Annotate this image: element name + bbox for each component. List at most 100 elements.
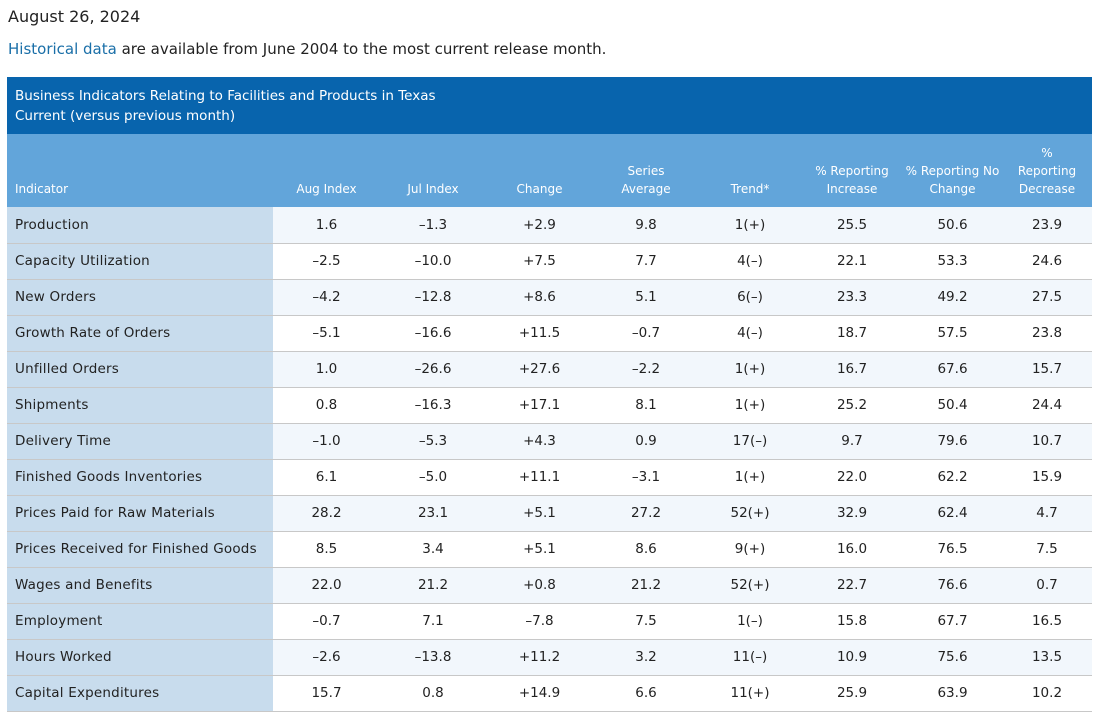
- cell-reporting-decrease: 7.5: [1002, 531, 1092, 568]
- cell-series-average: –3.1: [593, 459, 699, 496]
- cell-reporting-increase: 9.7: [801, 423, 903, 460]
- cell-series-average: 7.7: [593, 243, 699, 280]
- cell-change: +17.1: [486, 387, 593, 424]
- col-header-aug-index: Aug Index: [273, 134, 380, 207]
- col-header-change: Change: [486, 134, 593, 207]
- cell-reporting-increase: 32.9: [801, 495, 903, 532]
- cell-trend: 17(–): [699, 423, 801, 460]
- cell-reporting-decrease: 23.9: [1002, 207, 1092, 244]
- cell-trend: 1(+): [699, 459, 801, 496]
- cell-reporting-increase: 22.0: [801, 459, 903, 496]
- col-header-jul-index: Jul Index: [380, 134, 486, 207]
- table-row: Shipments 0.8 –16.3 +17.1 8.1 1(+) 25.2 50.4 24.…: [7, 387, 1092, 424]
- cell-indicator: Capital Expenditures: [7, 675, 273, 712]
- cell-reporting-decrease: 15.7: [1002, 351, 1092, 388]
- cell-reporting-increase: 25.2: [801, 387, 903, 424]
- table-title: Business Indicators Relating to Faciliti…: [15, 88, 436, 104]
- cell-aug-index: 6.1: [273, 459, 380, 496]
- cell-trend: 52(+): [699, 495, 801, 532]
- cell-reporting-no-change: 67.7: [903, 603, 1002, 640]
- cell-change: +4.3: [486, 423, 593, 460]
- table-row: Prices Received for Finished Goods 8.5 3.4…: [7, 531, 1092, 568]
- cell-change: +5.1: [486, 495, 593, 532]
- col-header-trend: Trend*: [699, 134, 801, 207]
- cell-indicator: Prices Received for Finished Goods: [7, 531, 273, 568]
- cell-jul-index: 7.1: [380, 603, 486, 640]
- cell-jul-index: –16.6: [380, 315, 486, 352]
- table-row: Finished Goods Inventories 6.1 –5.0 +11.1 –3…: [7, 459, 1092, 496]
- cell-aug-index: 15.7: [273, 675, 380, 712]
- cell-jul-index: –1.3: [380, 207, 486, 244]
- col-header-series-average: Series Average: [593, 134, 699, 207]
- cell-trend: 9(+): [699, 531, 801, 568]
- table-row: Capacity Utilization –2.5 –10.0 +7.5 7.7 4(–)…: [7, 243, 1092, 280]
- cell-trend: 1(–): [699, 603, 801, 640]
- cell-change: +11.1: [486, 459, 593, 496]
- table-header-row: Indicator Aug Index Jul Index Change Ser…: [7, 134, 1092, 207]
- table-row: Wages and Benefits 22.0 21.2 +0.8 21.2 52(+) 2…: [7, 567, 1092, 604]
- cell-reporting-decrease: 24.4: [1002, 387, 1092, 424]
- cell-reporting-no-change: 76.6: [903, 567, 1002, 604]
- cell-reporting-increase: 25.9: [801, 675, 903, 712]
- table-row: Employment –0.7 7.1 –7.8 7.5 1(–) 15.8 67.7 16.5: [7, 603, 1092, 640]
- cell-reporting-no-change: 63.9: [903, 675, 1002, 712]
- cell-jul-index: 23.1: [380, 495, 486, 532]
- cell-series-average: 8.1: [593, 387, 699, 424]
- page-date: August 26, 2024: [8, 7, 141, 26]
- cell-aug-index: –5.1: [273, 315, 380, 352]
- cell-aug-index: –2.6: [273, 639, 380, 676]
- cell-series-average: 6.6: [593, 675, 699, 712]
- cell-jul-index: 21.2: [380, 567, 486, 604]
- cell-series-average: 27.2: [593, 495, 699, 532]
- cell-reporting-decrease: 16.5: [1002, 603, 1092, 640]
- cell-aug-index: 1.6: [273, 207, 380, 244]
- cell-reporting-increase: 23.3: [801, 279, 903, 316]
- table-row: Unfilled Orders 1.0 –26.6 +27.6 –2.2 1(+) 16.7…: [7, 351, 1092, 388]
- cell-trend: 1(+): [699, 351, 801, 388]
- cell-aug-index: –4.2: [273, 279, 380, 316]
- cell-aug-index: 0.8: [273, 387, 380, 424]
- historical-data-link[interactable]: Historical data: [8, 40, 117, 58]
- cell-reporting-no-change: 57.5: [903, 315, 1002, 352]
- cell-reporting-decrease: 4.7: [1002, 495, 1092, 532]
- cell-reporting-increase: 22.7: [801, 567, 903, 604]
- cell-jul-index: –12.8: [380, 279, 486, 316]
- table-caption: Business Indicators Relating to Faciliti…: [7, 77, 1092, 134]
- cell-indicator: Hours Worked: [7, 639, 273, 676]
- cell-reporting-increase: 15.8: [801, 603, 903, 640]
- cell-trend: 11(–): [699, 639, 801, 676]
- cell-reporting-no-change: 76.5: [903, 531, 1002, 568]
- cell-reporting-decrease: 0.7: [1002, 567, 1092, 604]
- cell-jul-index: –5.0: [380, 459, 486, 496]
- cell-reporting-no-change: 50.4: [903, 387, 1002, 424]
- cell-indicator: Capacity Utilization: [7, 243, 273, 280]
- cell-change: +8.6: [486, 279, 593, 316]
- cell-reporting-decrease: 10.2: [1002, 675, 1092, 712]
- cell-reporting-increase: 16.7: [801, 351, 903, 388]
- cell-trend: 11(+): [699, 675, 801, 712]
- cell-indicator: Employment: [7, 603, 273, 640]
- table-body: Production 1.6 –1.3 +2.9 9.8 1(+) 25.5 50.6 23.9…: [7, 207, 1092, 712]
- table-row: New Orders –4.2 –12.8 +8.6 5.1 6(–) 23.3 49.2 27…: [7, 279, 1092, 316]
- cell-indicator: Delivery Time: [7, 423, 273, 460]
- table-row: Prices Paid for Raw Materials 28.2 23.1 +5.…: [7, 495, 1092, 532]
- cell-series-average: 7.5: [593, 603, 699, 640]
- cell-aug-index: 28.2: [273, 495, 380, 532]
- cell-series-average: –0.7: [593, 315, 699, 352]
- cell-indicator: Prices Paid for Raw Materials: [7, 495, 273, 532]
- col-header-reporting-decrease: % Reporting Decrease: [1002, 134, 1092, 207]
- cell-indicator: Wages and Benefits: [7, 567, 273, 604]
- cell-trend: 1(+): [699, 207, 801, 244]
- cell-change: +11.2: [486, 639, 593, 676]
- cell-jul-index: –26.6: [380, 351, 486, 388]
- cell-jul-index: 0.8: [380, 675, 486, 712]
- table-row: Delivery Time –1.0 –5.3 +4.3 0.9 17(–) 9.7 79.6…: [7, 423, 1092, 460]
- cell-indicator: Shipments: [7, 387, 273, 424]
- intro-text: Historical data are available from June …: [8, 38, 606, 60]
- col-header-reporting-no-change: % Reporting No Change: [903, 134, 1002, 207]
- cell-indicator: Growth Rate of Orders: [7, 315, 273, 352]
- cell-change: +0.8: [486, 567, 593, 604]
- cell-change: –7.8: [486, 603, 593, 640]
- cell-series-average: 8.6: [593, 531, 699, 568]
- cell-trend: 52(+): [699, 567, 801, 604]
